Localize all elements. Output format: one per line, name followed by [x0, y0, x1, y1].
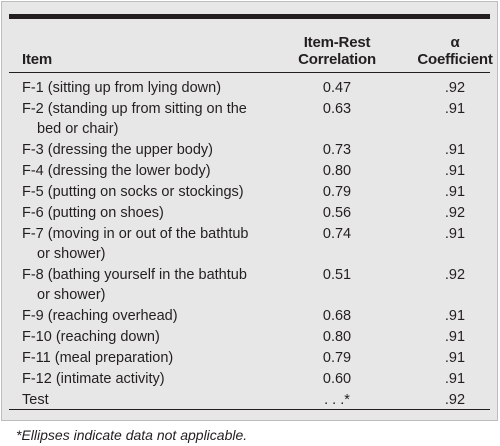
alpha-cell: .92: [444, 267, 466, 283]
alpha-cell: .91: [444, 308, 466, 324]
correlation-cell: 0.80: [322, 329, 352, 345]
alpha-cell: .92: [444, 80, 466, 96]
item-text: F-5 (putting on socks or stockings): [22, 184, 244, 200]
correlation-cell: . . .*: [324, 392, 350, 408]
alpha-cell: .92: [444, 205, 466, 221]
item-text: Test: [22, 392, 49, 408]
item-cell: F-10 (reaching down): [22, 327, 277, 347]
item-text: F-12 (intimate activity): [22, 371, 165, 387]
item-text: F-2 (standing up from sitting on the: [22, 101, 247, 117]
item-cell: F-9 (reaching overhead): [22, 306, 277, 326]
item-cell: F-1 (sitting up from lying down): [22, 78, 277, 98]
table-row: F-8 (bathing yourself in the bathtub or s…: [22, 265, 485, 305]
item-cell: F-2 (standing up from sitting on the bed …: [22, 99, 277, 139]
table-row: F-6 (putting on shoes) 0.56 .92: [22, 203, 485, 223]
correlation-cell: 0.73: [322, 142, 352, 158]
bottom-rule: [9, 409, 490, 410]
alpha-cell: .91: [444, 101, 466, 117]
item-text: F-3 (dressing the upper body): [22, 142, 214, 158]
item-text: F-4 (dressing the lower body): [22, 163, 211, 179]
table-row: F-10 (reaching down) 0.80 .91: [22, 327, 485, 347]
top-rule: [9, 14, 490, 19]
item-cell: F-3 (dressing the upper body): [22, 140, 277, 160]
item-text-continued: or shower): [37, 287, 106, 303]
item-text: F-6 (putting on shoes): [22, 205, 164, 221]
table-row: F-5 (putting on socks or stockings) 0.79.…: [22, 182, 485, 202]
item-text-continued: or shower): [37, 246, 106, 262]
item-text: F-1 (sitting up from lying down): [22, 80, 222, 96]
item-text: F-9 (reaching overhead): [22, 308, 178, 324]
header-correlation-line1: Item-Rest: [303, 34, 371, 51]
correlation-cell: 0.68: [322, 308, 352, 324]
correlation-cell: 0.79: [322, 184, 352, 200]
header-item: Item: [22, 51, 53, 68]
item-cell: Test: [22, 390, 277, 410]
header-correlation: Item-Rest Correlation: [282, 34, 392, 68]
correlation-cell: 0.56: [322, 205, 352, 221]
correlation-cell: 0.47: [322, 80, 352, 96]
correlation-cell: 0.63: [322, 101, 352, 117]
header-alpha-line2: Coefficient: [417, 51, 493, 68]
alpha-cell: .91: [444, 184, 466, 200]
table-panel: Item Item-Rest Correlation α Coefficient…: [1, 1, 498, 421]
item-text: F-10 (reaching down): [22, 329, 160, 345]
correlation-cell: 0.80: [322, 163, 352, 179]
table-row: F-9 (reaching overhead) 0.68 .91: [22, 306, 485, 326]
item-cell: F-12 (intimate activity): [22, 369, 277, 389]
item-cell: F-6 (putting on shoes): [22, 203, 277, 223]
correlation-cell: 0.60: [322, 371, 352, 387]
header-correlation-line2: Correlation: [298, 51, 376, 68]
item-cell: F-8 (bathing yourself in the bathtub or s…: [22, 265, 277, 305]
header-rule: [9, 72, 490, 73]
alpha-cell: .91: [444, 163, 466, 179]
item-cell: F-5 (putting on socks or stockings): [22, 182, 277, 202]
table-row: F-4 (dressing the lower body) 0.80 .91: [22, 161, 485, 181]
alpha-cell: .91: [444, 226, 466, 242]
table-row: F-3 (dressing the upper body) 0.73 .91: [22, 140, 485, 160]
correlation-cell: 0.79: [322, 350, 352, 366]
table-row: F-1 (sitting up from lying down) 0.47 .92: [22, 78, 485, 98]
table-body: F-1 (sitting up from lying down) 0.47.92 F…: [22, 78, 485, 411]
alpha-cell: .91: [444, 371, 466, 387]
table-row: F-7 (moving in or out of the bathtub or s…: [22, 224, 485, 264]
header-alpha: α Coefficient: [410, 34, 500, 68]
alpha-cell: .91: [444, 142, 466, 158]
table-row: F-11 (meal preparation) 0.79 .91: [22, 348, 485, 368]
item-text: F-8 (bathing yourself in the bathtub: [22, 267, 247, 283]
table-header: Item Item-Rest Correlation α Coefficient: [22, 27, 493, 71]
correlation-cell: 0.74: [322, 226, 352, 242]
footnote: *Ellipses indicate data not applicable.: [16, 427, 248, 443]
table-row: Test . . .* .92: [22, 390, 485, 410]
item-text-continued: bed or chair): [37, 121, 119, 137]
correlation-cell: 0.51: [322, 267, 352, 283]
alpha-cell: .91: [444, 329, 466, 345]
item-cell: F-7 (moving in or out of the bathtub or s…: [22, 224, 277, 264]
alpha-cell: .92: [444, 392, 466, 408]
table-row: F-2 (standing up from sitting on the bed …: [22, 99, 485, 139]
item-cell: F-11 (meal preparation): [22, 348, 277, 368]
alpha-cell: .91: [444, 350, 466, 366]
header-alpha-line1: α: [450, 34, 460, 51]
item-cell: F-4 (dressing the lower body): [22, 161, 277, 181]
table-row: F-12 (intimate activity) 0.60 .91: [22, 369, 485, 389]
item-text: F-11 (meal preparation): [22, 350, 174, 366]
item-text: F-7 (moving in or out of the bathtub: [22, 226, 249, 242]
